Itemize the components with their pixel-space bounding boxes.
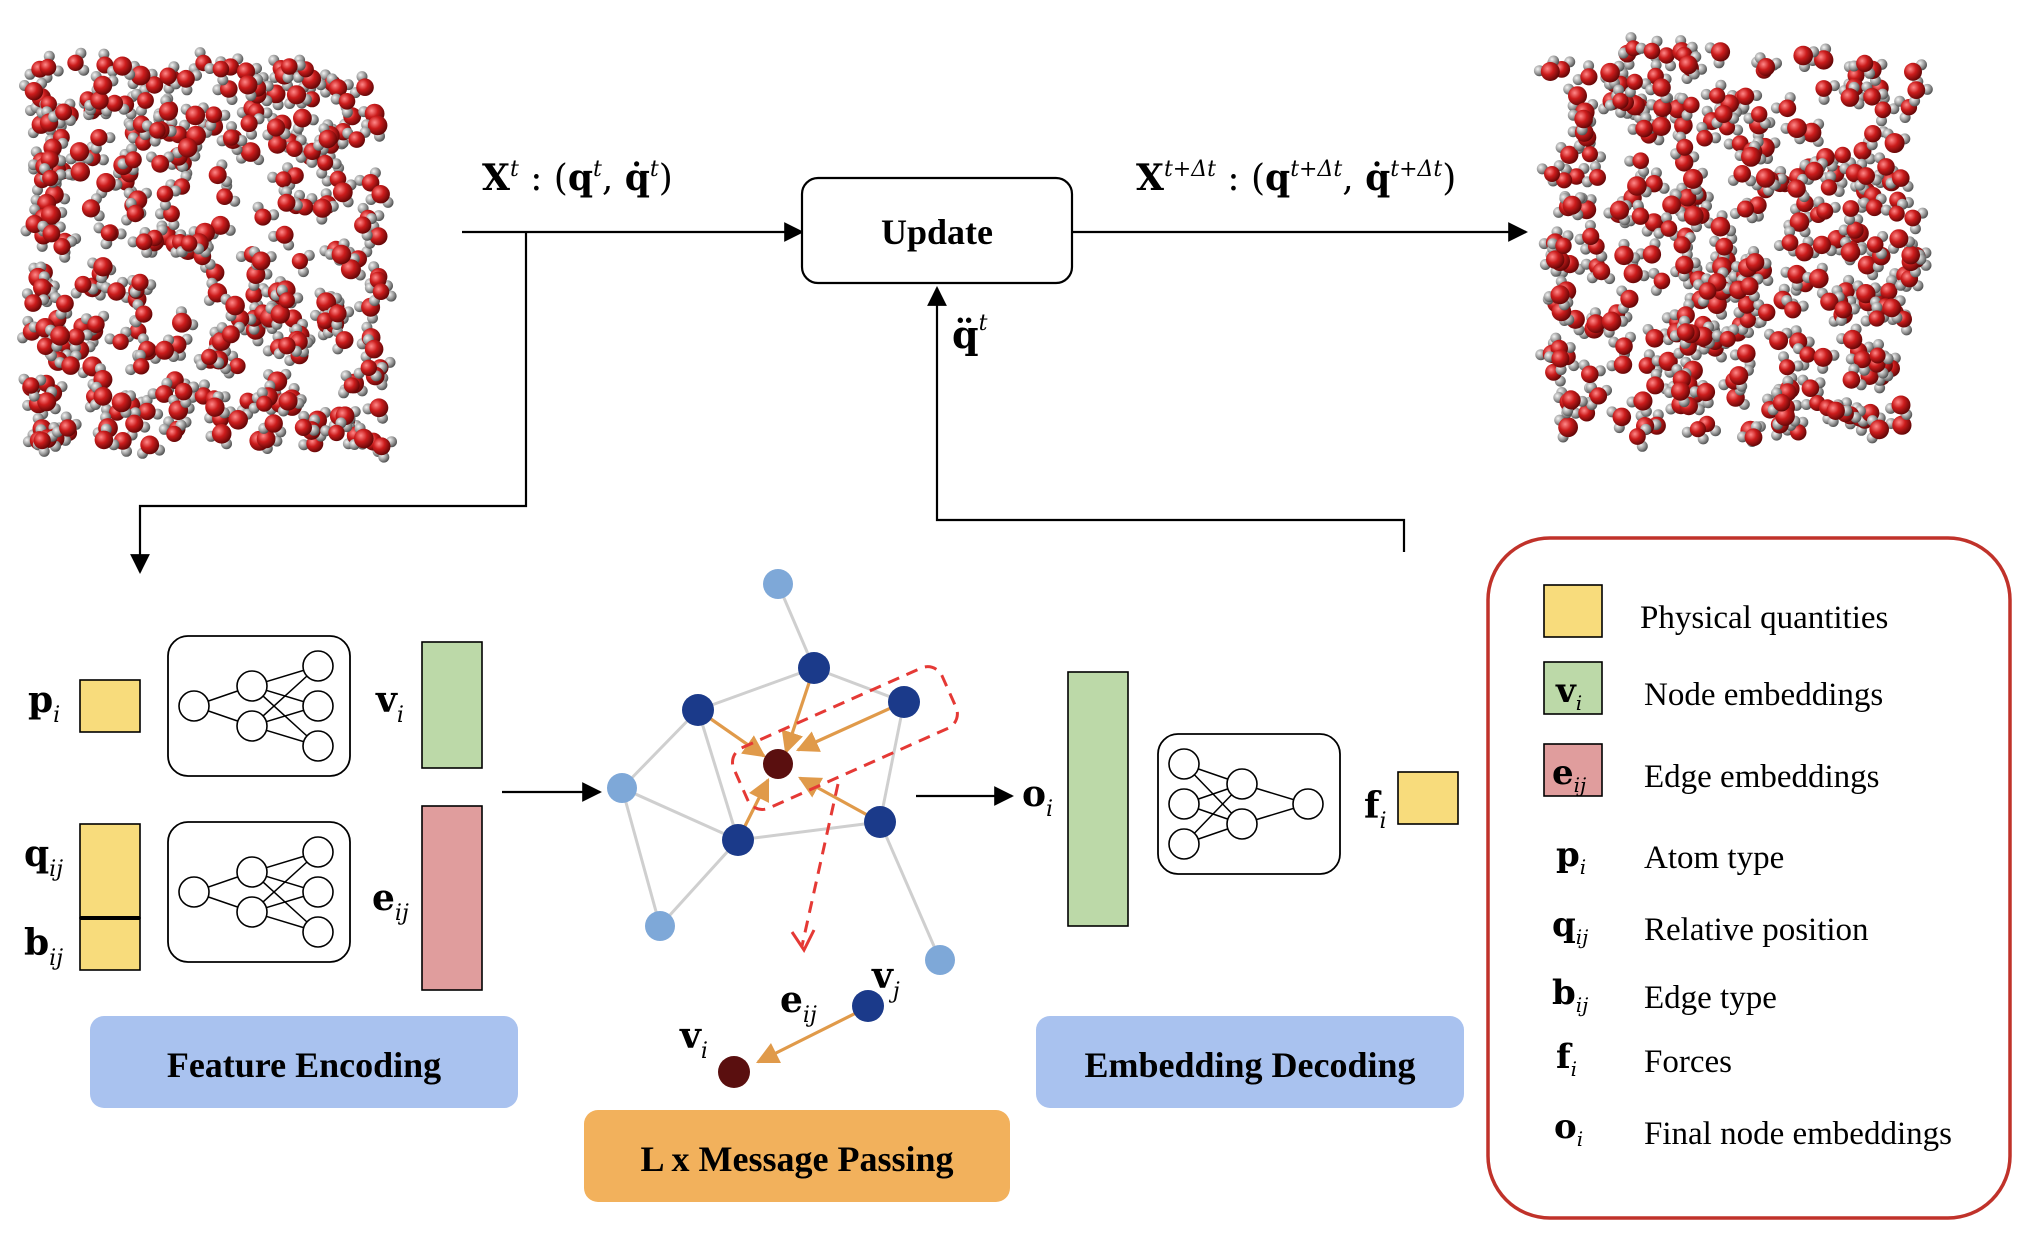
zoom-pointer-line (800, 783, 840, 947)
edge-embedding-bar (421, 805, 483, 991)
forces-box (1397, 771, 1459, 825)
arrow-forces-to-update (927, 286, 1406, 552)
legend-symbol-forces: fi (1556, 1037, 1577, 1081)
legend-text-node: Node embeddings (1644, 677, 1883, 713)
legend-text-physical: Physical quantities (1640, 600, 1888, 636)
label-v-i: vi (679, 1015, 708, 1064)
label-v-j: vj (871, 955, 900, 1004)
label-e-ij: eij (780, 979, 817, 1028)
legend-text-final: Final node embeddings (1644, 1116, 1952, 1152)
molecular-snapshot-right (1533, 32, 1933, 452)
legend-swatch-physical (1543, 584, 1603, 638)
feature-encoding-label: Feature Encoding (167, 1045, 441, 1085)
embedding-decoding-section: oi fi Embedding Decoding (1022, 671, 1464, 1108)
legend-text-edgetype: Edge type (1644, 980, 1777, 1016)
legend-symbol-final: oi (1554, 1107, 1583, 1151)
symbol-e-ij: eij (372, 877, 409, 926)
state-out-label: Xt+Δt : (qt+Δt, q̇t+Δt) (1136, 157, 1456, 199)
symbol-q-ij: qij (24, 833, 63, 882)
node-v-i (718, 1056, 750, 1088)
final-node-embedding-bar (1067, 671, 1129, 927)
decoder-network-icon (1168, 748, 1324, 860)
legend-symbol-edge: eij (1552, 753, 1586, 797)
node-encoder-network-icon (178, 650, 334, 762)
legend-symbol-relpos: qij (1552, 905, 1588, 949)
feature-encoding-section: pi qij bij vi eij Feature Encoding (24, 635, 518, 1108)
legend-symbol-atom: pi (1556, 835, 1586, 879)
state-in-label: Xt : (qt, q̇t) (482, 157, 673, 199)
legend-text-atom: Atom type (1644, 840, 1784, 876)
update-box (800, 176, 1074, 285)
symbol-o-i: oi (1022, 773, 1053, 822)
edge-type-box (79, 917, 141, 971)
legend-symbol-node: vi (1555, 671, 1582, 715)
feature-encoding-label-box (90, 1016, 518, 1108)
legend-swatch-node (1543, 661, 1603, 715)
legend-text-edge: Edge embeddings (1644, 759, 1880, 795)
legend: Physical quantities vi Node embeddings e… (1486, 536, 2012, 1220)
embedding-decoding-label-box (1036, 1016, 1464, 1108)
zoom-edge-arrow (755, 1006, 867, 1064)
message-passing-label: L x Message Passing (640, 1139, 953, 1179)
message-passing-section: vj eij vi L x Message Passing (584, 569, 1010, 1202)
graph-nodes (607, 569, 955, 975)
edge-encoder-network-icon (178, 836, 334, 948)
update-label: Update (881, 212, 993, 252)
embedding-decoding-label: Embedding Decoding (1084, 1045, 1415, 1085)
relative-position-box (79, 823, 141, 919)
molecular-snapshot-left (17, 47, 397, 463)
node-v-j (852, 990, 884, 1022)
legend-text-relpos: Relative position (1644, 912, 1869, 948)
symbol-p-i: pi (28, 679, 60, 728)
symbol-f-i: fi (1364, 785, 1387, 834)
symbol-v-i: vi (375, 679, 404, 728)
acceleration-label: q̈t (952, 311, 988, 357)
atom-type-box (79, 679, 141, 733)
zoom-pointer-head (790, 929, 816, 953)
graph-edges (620, 583, 942, 961)
arrow-state-to-encoding (130, 232, 528, 574)
node-embedding-bar (421, 641, 483, 769)
legend-frame (1486, 536, 2012, 1220)
symbol-b-ij: bij (24, 922, 63, 971)
legend-symbol-edgetype: bij (1552, 973, 1588, 1017)
decoder-mlp-box (1157, 733, 1341, 875)
legend-swatch-edge (1543, 743, 1603, 797)
legend-text-forces: Forces (1644, 1044, 1732, 1080)
message-passing-label-box (584, 1110, 1010, 1202)
